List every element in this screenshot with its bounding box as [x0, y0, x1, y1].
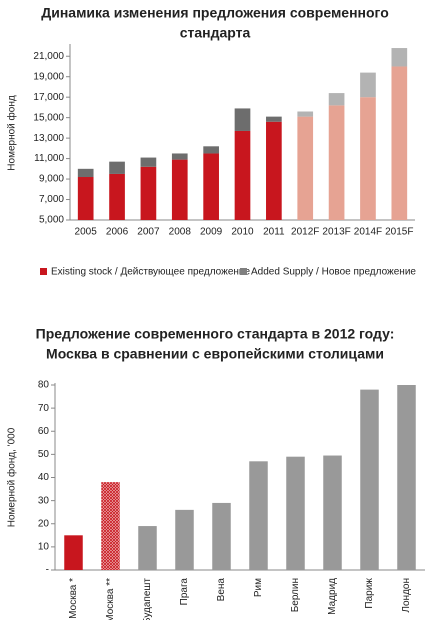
x-tick-label: Прага — [179, 578, 190, 606]
x-tick-label: Москва * — [68, 578, 79, 619]
legend-swatch — [40, 268, 47, 275]
y-axis-label: Номерной фонд, '000 — [6, 427, 18, 527]
chart-title: Предложение современного стандарта в 201… — [36, 326, 395, 342]
bar-segment — [328, 93, 345, 106]
y-tick-label: 60 — [38, 426, 50, 437]
legend-label: Added Supply / Новое предложение — [251, 267, 416, 278]
y-tick-label: 10 — [38, 542, 50, 553]
bar-segment — [140, 166, 157, 220]
y-tick-label: 13,000 — [33, 133, 64, 144]
bar-segment — [140, 157, 157, 167]
bar-segment — [360, 97, 376, 220]
x-tick-label: 2005 — [75, 227, 98, 238]
x-tick-label: Лондон — [401, 578, 412, 613]
x-tick-label: 2009 — [200, 227, 223, 238]
bar-segment — [297, 111, 314, 117]
y-tick-label: 40 — [38, 472, 50, 483]
legend-label: Existing stock / Действующее предложение — [51, 267, 250, 278]
y-tick-label: 9,000 — [39, 174, 64, 185]
x-tick-label: 2007 — [137, 227, 160, 238]
x-tick-label: Будапешт — [142, 578, 153, 620]
bar-segment — [77, 168, 94, 178]
bar-segment — [391, 66, 408, 221]
bar-segment — [171, 159, 188, 220]
y-tick-label: 7,000 — [39, 194, 64, 205]
chart-title: Москва в сравнении с европейскими столиц… — [46, 346, 384, 362]
legend-swatch — [240, 268, 247, 275]
y-tick-label: 15,000 — [33, 112, 64, 123]
x-tick-label: 2015F — [385, 227, 413, 238]
x-tick-label: Москва ** — [105, 578, 116, 620]
x-tick-label: 2013F — [322, 227, 350, 238]
bar — [397, 385, 416, 570]
bar-segment — [203, 146, 219, 154]
bar-segment — [391, 48, 408, 67]
x-tick-label: Рим — [253, 578, 264, 597]
bar-segment — [266, 116, 282, 122]
bar-segment — [297, 116, 314, 220]
bar — [286, 456, 305, 570]
bar-segment — [234, 108, 251, 131]
bar — [360, 389, 379, 570]
x-tick-label: 2011 — [263, 227, 285, 238]
x-tick-label: Берлин — [290, 578, 301, 612]
bar-segment — [203, 153, 219, 220]
y-tick-label: 20 — [38, 518, 50, 529]
bar-segment — [109, 173, 125, 220]
bar-segment — [109, 161, 125, 174]
x-tick-label: Мадрид — [327, 578, 338, 615]
bar — [249, 461, 268, 570]
y-axis-label: Номерной фонд — [6, 95, 18, 171]
bar-segment — [234, 130, 251, 220]
y-tick-label: 11,000 — [34, 153, 64, 164]
chart-title: стандарта — [180, 25, 251, 41]
bar-segment — [171, 153, 188, 160]
bar — [138, 526, 157, 570]
y-tick-label: 5,000 — [39, 215, 64, 226]
bar — [101, 482, 120, 570]
x-tick-label: 2006 — [106, 227, 129, 238]
y-tick-label: 70 — [38, 403, 50, 414]
bar-segment — [266, 121, 282, 220]
chart-title: Динамика изменения предложения современн… — [41, 5, 389, 21]
x-tick-label: 2012F — [291, 227, 319, 238]
bar — [323, 455, 342, 570]
y-tick-label: 19,000 — [33, 71, 64, 82]
x-tick-label: 2014F — [354, 227, 382, 238]
bar-segment — [328, 105, 345, 220]
x-tick-label: Париж — [364, 578, 375, 609]
y-tick-label: 21,000 — [33, 51, 64, 62]
y-tick-label: 30 — [38, 495, 50, 506]
y-tick-label: - — [46, 565, 49, 576]
bar-segment — [77, 177, 94, 220]
y-tick-label: 17,000 — [33, 92, 64, 103]
y-tick-label: 50 — [38, 449, 50, 460]
x-tick-label: Вена — [216, 578, 227, 602]
bar-segment — [360, 72, 376, 98]
y-tick-label: 80 — [38, 380, 50, 391]
bar — [175, 509, 194, 570]
x-tick-label: 2008 — [169, 227, 192, 238]
bar — [212, 502, 231, 570]
bar — [64, 535, 83, 570]
x-tick-label: 2010 — [231, 227, 254, 238]
